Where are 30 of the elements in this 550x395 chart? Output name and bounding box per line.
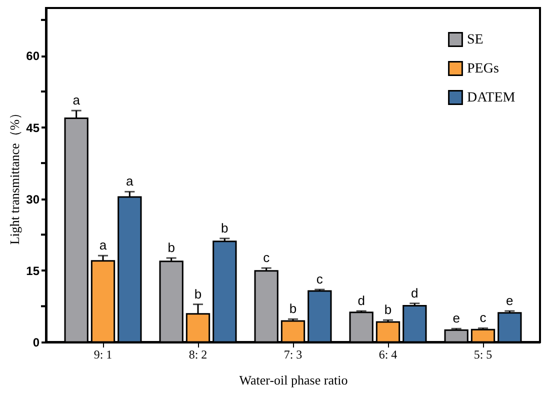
legend-label: SE [467,32,484,48]
y-tick-label: 60 [26,49,40,64]
data-label: c [480,310,487,326]
data-label: c [263,250,270,266]
y-tick-label: 0 [32,336,40,350]
y-axis-title: Light transmittance（%） [7,106,22,245]
legend-label: PEGs [467,62,499,76]
data-label: a [72,92,81,108]
x-tick-label: 9: 1 [94,348,112,362]
data-label: b [289,301,297,316]
x-tick-label: 7: 3 [284,348,302,362]
x-tick-label: 6: 4 [378,348,398,362]
data-label: b [384,302,392,318]
data-label: b [221,220,228,236]
data-label: a [99,238,108,253]
data-label: d [411,285,418,300]
data-label: e [452,310,460,326]
y-tick-label: 45 [26,120,40,135]
x-tick-label: 8: 2 [188,348,208,362]
data-label: e [506,292,514,308]
x-axis-title: Water-oil phase ratio [239,372,348,388]
legend-label: DATEM [467,90,516,106]
x-tick-label: 5: 5 [474,348,492,362]
data-label: d [358,292,365,308]
data-label: b [194,286,202,302]
data-label: b [168,240,175,256]
y-tick-label: 30 [26,192,40,206]
y-tick-label: 15 [26,264,40,278]
data-label: c [316,272,324,287]
data-label: a [126,174,134,189]
